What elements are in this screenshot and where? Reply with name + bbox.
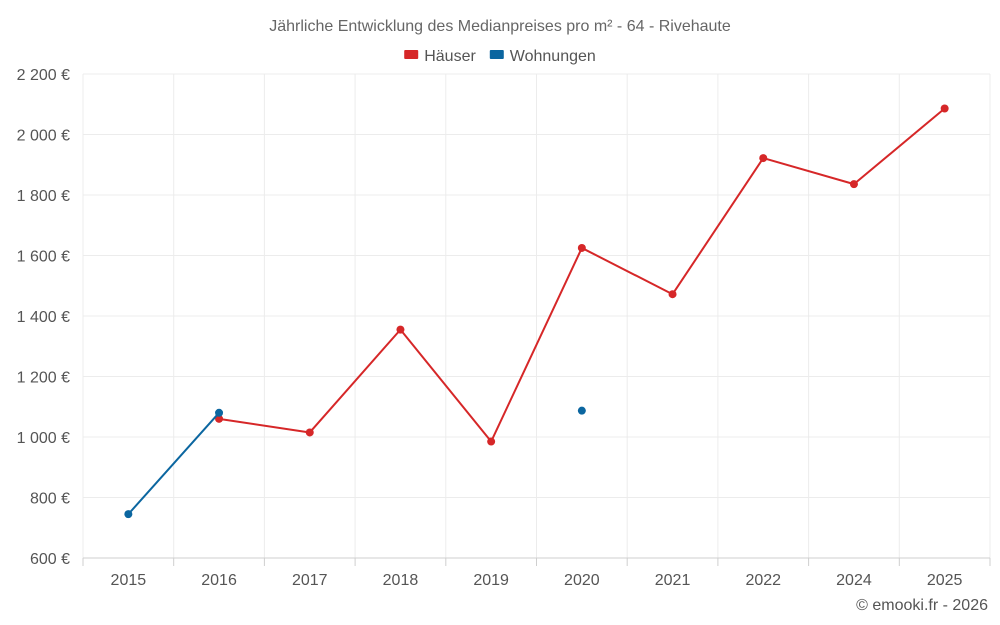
series-häuser <box>215 104 949 446</box>
data-point[interactable] <box>668 290 677 299</box>
x-tick-label: 2018 <box>383 572 419 589</box>
data-point[interactable] <box>215 414 224 423</box>
data-point[interactable] <box>577 243 586 252</box>
y-tick-label: 2 200 € <box>17 67 70 84</box>
legend: Häuser Wohnungen <box>404 48 596 65</box>
data-point[interactable] <box>759 154 768 163</box>
x-tick-label: 2021 <box>655 572 691 589</box>
data-point[interactable] <box>124 510 133 519</box>
data-point[interactable] <box>215 408 224 417</box>
x-tick-label: 2020 <box>564 572 600 589</box>
y-tick-label: 1 200 € <box>17 370 70 387</box>
x-tick-label: 2016 <box>201 572 237 589</box>
chart-title: Jährliche Entwicklung des Medianpreises … <box>269 18 731 35</box>
y-tick-label: 2 000 € <box>17 128 70 145</box>
y-tick-label: 1 400 € <box>17 309 70 326</box>
legend-label: Wohnungen <box>510 48 596 65</box>
series-wohnungen <box>124 406 586 519</box>
x-tick-label: 2024 <box>836 572 872 589</box>
y-tick-label: 1 000 € <box>17 430 70 447</box>
data-point[interactable] <box>487 437 496 446</box>
credit-text: © emooki.fr - 2026 <box>856 597 988 614</box>
legend-item-wohnungen[interactable]: Wohnungen <box>489 48 596 65</box>
y-tick-label: 600 € <box>30 551 70 568</box>
data-point[interactable] <box>577 406 586 415</box>
data-point[interactable] <box>940 104 949 113</box>
y-axis: 600 € 800 € 1 000 € 1 200 € 1 400 € 1 600 € 1 … <box>17 67 70 568</box>
y-tick-label: 1 600 € <box>17 249 70 266</box>
y-tick-label: 1 800 € <box>17 188 70 205</box>
x-axis: 2015 2016 2017 2018 2019 2020 2021 2022 2024 2025 <box>82 557 991 589</box>
legend-swatch <box>489 50 504 59</box>
x-tick-label: 2017 <box>292 572 328 589</box>
series-line <box>127 412 220 515</box>
series-layer <box>124 104 949 519</box>
grid <box>82 73 991 558</box>
y-tick-label: 800 € <box>30 491 70 508</box>
legend-item-häuser[interactable]: Häuser <box>404 48 476 65</box>
data-point[interactable] <box>849 180 858 189</box>
data-point[interactable] <box>305 428 314 437</box>
legend-label: Häuser <box>424 48 476 65</box>
x-tick-label: 2025 <box>927 572 963 589</box>
x-tick-label: 2019 <box>473 572 509 589</box>
x-tick-label: 2015 <box>111 572 147 589</box>
data-point[interactable] <box>396 325 405 334</box>
legend-swatch <box>404 50 419 59</box>
x-tick-label: 2022 <box>745 572 781 589</box>
series-line <box>218 107 946 443</box>
